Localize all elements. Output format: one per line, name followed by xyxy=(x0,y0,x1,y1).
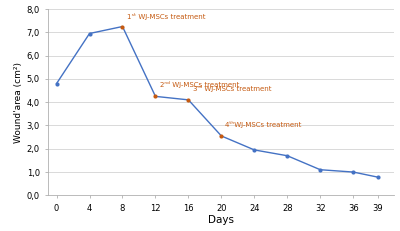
Text: 2ⁿᵈ WJ-MSCs treatment: 2ⁿᵈ WJ-MSCs treatment xyxy=(160,81,239,88)
Y-axis label: Wound'area (cm²): Wound'area (cm²) xyxy=(14,62,22,143)
Text: 4ᵗʰWJ-MSCs treatment: 4ᵗʰWJ-MSCs treatment xyxy=(226,121,302,128)
X-axis label: Days: Days xyxy=(208,216,234,225)
Text: 1ˢᵗ WJ-MSCs treatment: 1ˢᵗ WJ-MSCs treatment xyxy=(126,12,205,20)
Text: 3ʳᵈ WJ-MSCs treatment: 3ʳᵈ WJ-MSCs treatment xyxy=(192,85,271,92)
